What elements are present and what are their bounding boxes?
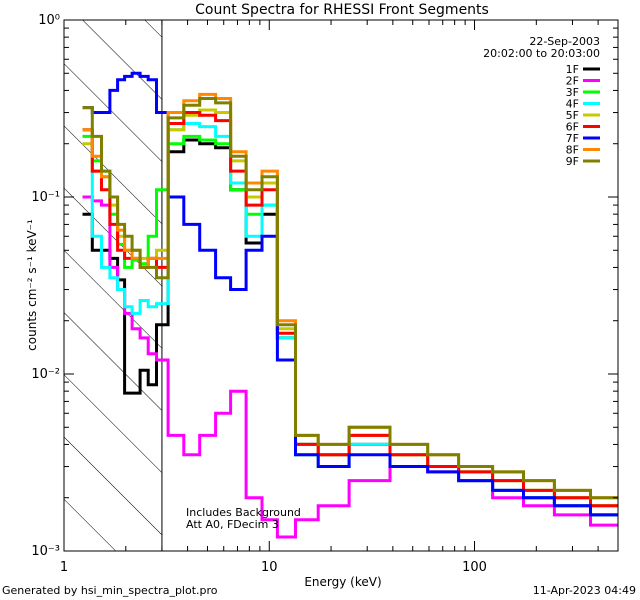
legend-label: 6F — [566, 121, 579, 134]
legend-label: 5F — [566, 109, 579, 122]
legend-label: 7F — [566, 132, 579, 145]
y-tick-label: 10⁻³ — [31, 544, 60, 559]
y-tick-label: 10⁻² — [31, 367, 60, 382]
legend-label: 3F — [566, 86, 579, 99]
footer-generator: Generated by hsi_min_spectra_plot.pro — [2, 584, 218, 597]
date-label: 22-Sep-2003 — [529, 35, 600, 48]
legend-label: 8F — [566, 144, 579, 157]
series-9F-line — [82, 97, 618, 500]
legend-label: 9F — [566, 155, 579, 168]
chart-title: Count Spectra for RHESSI Front Segments — [195, 2, 489, 18]
series-layer — [82, 71, 618, 539]
legend-label: 4F — [566, 98, 579, 111]
footer-timestamp: 11-Apr-2023 04:49 — [533, 584, 636, 597]
time-range-label: 20:02:00 to 20:03:00 — [483, 47, 600, 60]
background-annotation: Includes Background — [186, 506, 301, 519]
attenuator-annotation: Att A0, FDecim 3 — [186, 518, 279, 531]
x-tick-label: 1 — [60, 560, 68, 575]
plot-frame — [63, 19, 619, 552]
series-7F-line — [82, 71, 618, 517]
x-axis-label: Energy (keV) — [304, 575, 381, 589]
y-tick-label: 10⁻¹ — [31, 190, 60, 205]
x-tick-label: 10 — [261, 560, 278, 575]
x-tick-label: 100 — [462, 560, 487, 575]
axis-ticks: 1 10 100 10⁻³ 10⁻² 10⁻¹ 10⁰ — [31, 13, 619, 575]
legend-label: 2F — [566, 75, 579, 88]
legend-label: 1F — [566, 63, 579, 76]
hatched-region — [64, 20, 162, 551]
y-tick-label: 10⁰ — [38, 13, 60, 28]
y-axis-label: counts cm⁻² s⁻¹ keV⁻¹ — [25, 219, 39, 351]
